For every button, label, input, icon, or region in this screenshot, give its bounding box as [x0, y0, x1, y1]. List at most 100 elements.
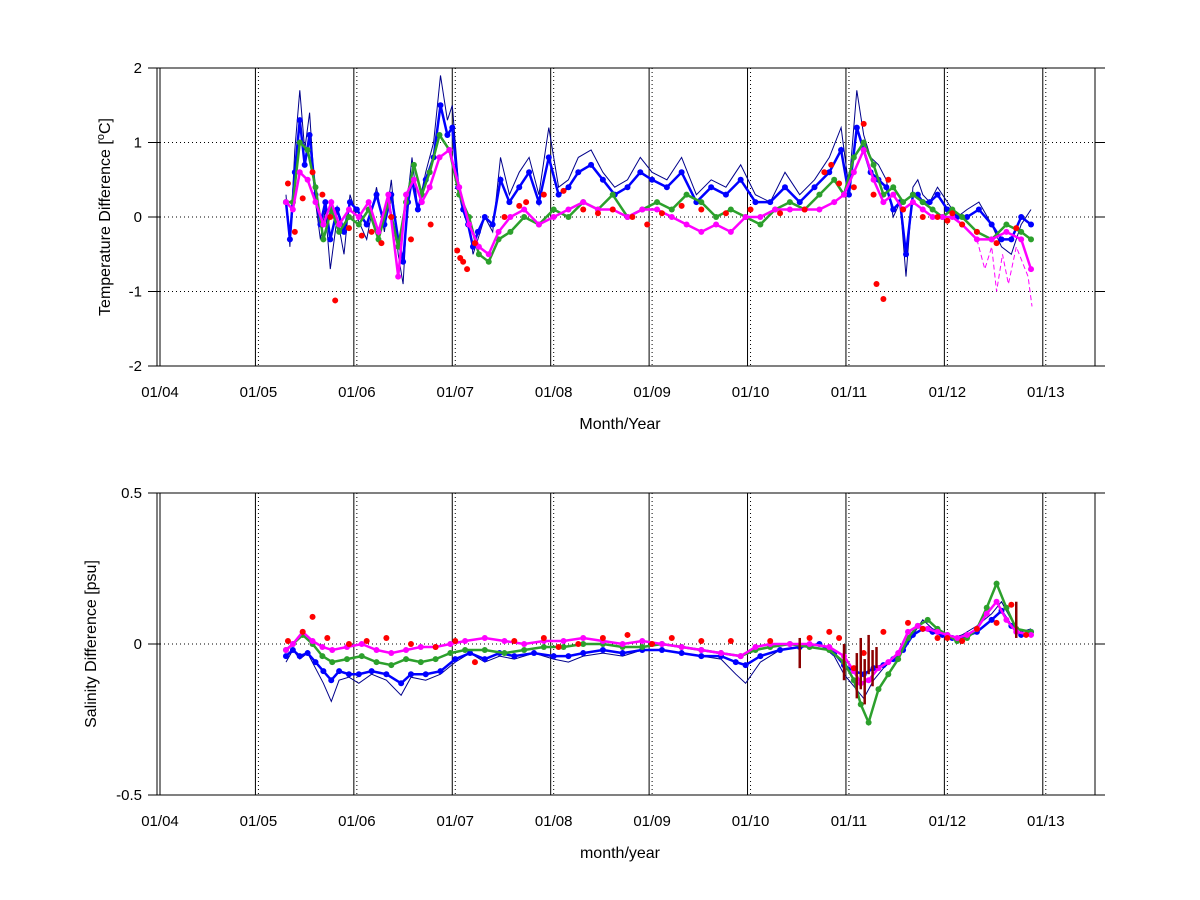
- temperature-data-point: [919, 214, 926, 220]
- temperature-data-point: [336, 221, 343, 228]
- temperature-data-point: [698, 199, 705, 206]
- temperature-series: [282, 75, 1035, 307]
- temperature-data-point: [629, 214, 636, 220]
- temperature-data-point: [475, 243, 482, 250]
- temperature-data-point: [919, 206, 926, 213]
- temperature-y-axis-label: Temperature Difference [oC]: [95, 118, 114, 316]
- temperature-data-point: [713, 214, 720, 220]
- temperature-data-point: [565, 184, 572, 191]
- salinity-series-3: [282, 598, 1035, 687]
- salinity-data-point: [580, 641, 587, 647]
- temperature-data-point: [489, 221, 496, 228]
- salinity-data-point: [1008, 601, 1015, 608]
- temperature-panel: 01/04 01/05 01/06 01/07 01/08 01/09 01/10 01/11…: [95, 60, 1105, 433]
- salinity-data-point: [678, 650, 685, 657]
- temperature-data-point: [565, 214, 572, 220]
- temperature-data-point: [471, 240, 478, 247]
- salinity-data-point: [304, 650, 311, 657]
- salinity-x-axis-label: month/year: [580, 845, 661, 862]
- salinity-y-tick-label: -0.5: [116, 787, 142, 804]
- salinity-data-point: [924, 616, 931, 623]
- temperature-series-4: [976, 239, 1033, 307]
- temperature-data-point: [900, 199, 907, 206]
- salinity-data-point: [885, 659, 892, 666]
- salinity-data-point: [344, 656, 350, 663]
- temperature-data-point: [407, 236, 414, 243]
- temperature-data-point: [609, 191, 616, 198]
- temperature-data-point: [959, 214, 966, 220]
- temperature-data-point: [708, 184, 715, 191]
- salinity-data-point: [658, 641, 665, 647]
- salinity-data-point: [875, 686, 882, 693]
- salinity-data-point: [296, 653, 303, 660]
- temperature-data-point: [654, 199, 661, 206]
- temperature-data-point: [831, 176, 838, 183]
- salinity-data-point: [417, 644, 424, 651]
- temperature-data-point: [668, 214, 675, 220]
- temperature-data-point: [767, 199, 774, 206]
- salinity-data-point: [282, 647, 289, 654]
- salinity-y-axis-label: Salinity Difference [psu]: [83, 560, 100, 728]
- temperature-data-point: [580, 199, 587, 206]
- salinity-data-point: [1023, 631, 1030, 638]
- temperature-data-point: [796, 199, 803, 206]
- salinity-data-point: [698, 647, 705, 654]
- temperature-data-point: [853, 124, 860, 131]
- temperature-data-point: [975, 206, 982, 213]
- temperature-data-point: [555, 191, 562, 198]
- temperature-x-tick-label: 01/11: [831, 384, 867, 401]
- temperature-data-point: [327, 214, 334, 220]
- temperature-data-point: [801, 206, 808, 213]
- salinity-data-point: [850, 665, 857, 672]
- temperature-data-point: [880, 199, 887, 206]
- temperature-data-point: [1013, 225, 1020, 232]
- temperature-data-point: [436, 132, 443, 139]
- salinity-data-point: [718, 650, 724, 657]
- temperature-data-point: [475, 251, 482, 258]
- salinity-data-point: [336, 668, 343, 675]
- salinity-x-ticks: 01/04 01/05 01/06 01/07 01/08 01/09 01/10 01/11…: [141, 813, 1064, 830]
- temperature-data-point: [713, 221, 720, 228]
- temperature-data-point: [449, 124, 456, 131]
- salinity-data-point: [471, 659, 478, 666]
- temperature-data-point: [320, 236, 327, 243]
- salinity-data-point: [501, 650, 508, 657]
- temperature-data-point: [332, 297, 339, 304]
- temperature-data-point: [550, 206, 557, 213]
- salinity-series-5: [798, 601, 1018, 705]
- salinity-data-point: [358, 653, 365, 660]
- temperature-data-point: [299, 195, 306, 202]
- temperature-x-tick-label: 01/10: [732, 384, 770, 401]
- salinity-data-point: [786, 641, 793, 647]
- salinity-x-tick-label: 01/04: [141, 813, 179, 830]
- temperature-data-point: [506, 199, 513, 206]
- salinity-x-tick-label: 01/12: [929, 813, 967, 830]
- salinity-data-point: [289, 647, 296, 654]
- salinity-data-point: [826, 628, 833, 635]
- temperature-x-tick-label: 01/09: [633, 384, 671, 401]
- temperature-data-point: [668, 206, 675, 213]
- salinity-data-point: [919, 625, 926, 632]
- temperature-data-point: [437, 102, 444, 109]
- temperature-data-point: [663, 184, 670, 191]
- temperature-data-point: [365, 199, 372, 206]
- temperature-data-point: [594, 210, 601, 217]
- salinity-data-point: [649, 641, 656, 647]
- salinity-data-point: [668, 634, 675, 641]
- salinity-data-point: [806, 634, 813, 641]
- salinity-data-point: [481, 634, 488, 641]
- salinity-data-point: [857, 701, 864, 708]
- temperature-data-point: [609, 206, 616, 213]
- salinity-data-point: [452, 656, 459, 663]
- temperature-data-point: [535, 221, 542, 228]
- temperature-series-line: [284, 105, 1032, 262]
- salinity-data-point: [373, 647, 380, 654]
- salinity-data-point: [1003, 604, 1010, 611]
- temperature-series-line: [285, 75, 1032, 285]
- salinity-data-point: [698, 653, 705, 660]
- temperature-data-point: [722, 210, 729, 217]
- salinity-data-point: [550, 653, 557, 660]
- temperature-data-point: [414, 206, 421, 213]
- salinity-y-ticks: -0.5 0 0.5: [116, 485, 142, 804]
- temperature-data-point: [481, 214, 488, 220]
